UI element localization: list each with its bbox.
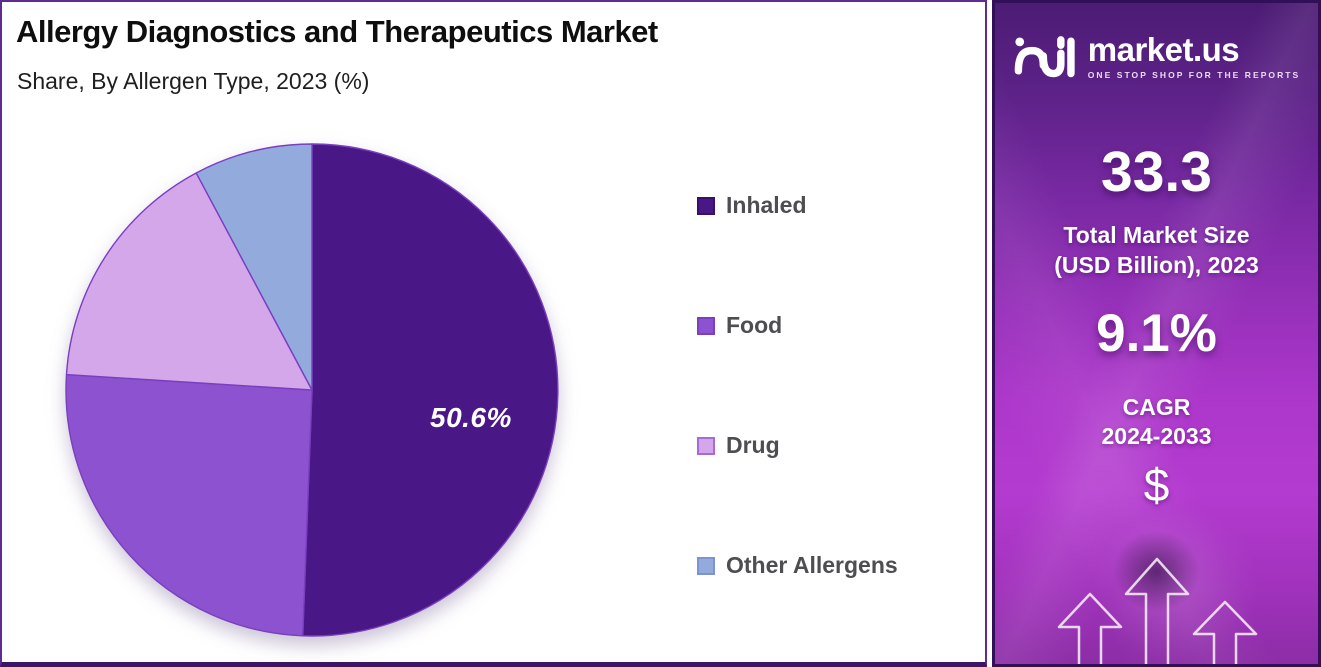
marketus-logo-icon xyxy=(1014,36,1075,78)
brand-sidebar: market.us ONE STOP SHOP FOR THE REPORTS … xyxy=(992,0,1321,667)
cagr-label-line1: CAGR xyxy=(1122,394,1191,420)
legend-item-drug: Drug xyxy=(697,432,898,459)
chart-panel: Allergy Diagnostics and Therapeutics Mar… xyxy=(0,0,987,667)
market-size-label-line2: (USD Billion), 2023 xyxy=(1054,251,1259,278)
growth-arrows-icon xyxy=(1057,557,1258,664)
pie-slice-food xyxy=(65,373,313,637)
legend-item-inhaled: Inhaled xyxy=(697,192,898,219)
pie-slice-inhaled xyxy=(302,143,559,637)
pie-slice-other-allergens xyxy=(195,143,313,391)
brand-name: market.us xyxy=(1087,30,1240,68)
legend-swatch xyxy=(697,196,715,215)
pie-slice-drug xyxy=(65,172,313,391)
legend-item-food: Food xyxy=(697,312,898,339)
legend-label: Other Allergens xyxy=(726,552,898,578)
brand-tagline: ONE STOP SHOP FOR THE REPORTS xyxy=(1087,69,1301,80)
market-size-label-line1: Total Market Size xyxy=(1063,222,1250,248)
legend-swatch xyxy=(697,436,715,455)
legend-swatch xyxy=(697,316,715,335)
chart-legend: Inhaled Food Drug Other Allergens xyxy=(697,192,898,667)
market-size-value: 33.3 xyxy=(1101,140,1212,204)
legend-swatch xyxy=(697,556,715,575)
dollar-icon: $ xyxy=(1143,459,1170,511)
page-title: Allergy Diagnostics and Therapeutics Mar… xyxy=(16,14,658,49)
pie-chart xyxy=(65,143,559,637)
cagr-value: 9.1% xyxy=(1096,304,1217,363)
legend-item-other-allergens: Other Allergens xyxy=(697,552,898,579)
legend-label: Food xyxy=(726,312,783,338)
legend-label: Inhaled xyxy=(726,192,807,218)
chart-subtitle: Share, By Allergen Type, 2023 (%) xyxy=(17,68,370,94)
cagr-label: CAGR 2024-2033 xyxy=(995,393,1318,452)
cagr-label-line2: 2024-2033 xyxy=(1101,423,1212,450)
market-size-label: Total Market Size (USD Billion), 2023 xyxy=(995,221,1318,281)
pie-slice-label: 50.6% xyxy=(430,402,512,433)
legend-label: Drug xyxy=(726,432,780,458)
brand-logo: market.us ONE STOP SHOP FOR THE REPORTS xyxy=(995,29,1318,83)
